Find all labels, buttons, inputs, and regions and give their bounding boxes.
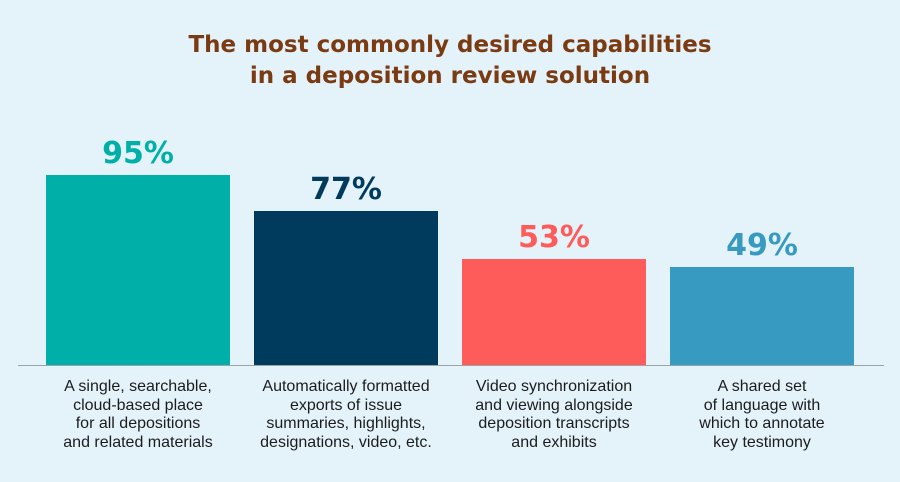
category-label-3-line-2: and viewing alongside	[475, 396, 633, 414]
category-label-2-line-1: Automatically formatted	[262, 378, 430, 395]
bar-value-label-2: 77%	[310, 172, 382, 207]
category-label-3: Video synchronization and viewing alongsi…	[461, 378, 647, 452]
bar-3	[462, 259, 646, 365]
category-label-3-line-1: Video synchronization	[475, 378, 633, 395]
category-label-4: A shared set of language with which to ann…	[669, 378, 855, 452]
category-label-1-line-4: and related materials	[63, 433, 213, 451]
bar-value-label-1: 95%	[102, 136, 174, 171]
bar-2	[254, 211, 438, 365]
category-label-2-line-3: summaries, highlights,	[266, 415, 426, 432]
category-label-4-line-1: A shared set	[717, 378, 807, 395]
category-label-1-line-1: A single, searchable,	[64, 378, 212, 395]
category-label-1: A single, searchable, cloud-based place fo…	[45, 378, 231, 452]
category-label-3-line-3: deposition transcripts	[478, 415, 630, 432]
category-label-4-line-2: of language with	[703, 396, 821, 414]
category-label-4-line-3: which to annotate	[699, 415, 825, 432]
bar-value-label-3: 53%	[518, 220, 590, 255]
bar-4	[670, 267, 854, 365]
bar-value-label-4: 49%	[726, 228, 798, 263]
category-label-1-line-3: for all depositions	[75, 415, 201, 432]
chart-title-line-1: The most commonly desired capabilities	[188, 32, 712, 58]
category-label-3-line-4: and exhibits	[511, 433, 597, 451]
category-label-1-line-2: cloud-based place	[73, 396, 203, 414]
category-label-2: Automatically formatted exports of issue s…	[253, 378, 439, 452]
bar-1	[46, 175, 230, 365]
chart-title-line-2: in a deposition review solution	[249, 63, 651, 89]
category-label-2-line-4: designations, video, etc.	[260, 433, 432, 451]
category-label-2-line-2: exports of issue	[289, 396, 403, 414]
chart-title: The most commonly desired capabilities i…	[0, 30, 900, 92]
category-label-4-line-4: key testimony	[713, 433, 811, 451]
